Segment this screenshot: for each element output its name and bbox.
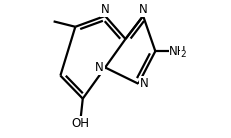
- Text: OH: OH: [71, 117, 89, 130]
- Text: N: N: [95, 61, 103, 74]
- Text: N: N: [139, 77, 148, 90]
- Text: N: N: [100, 3, 109, 16]
- Text: N: N: [138, 3, 147, 16]
- Text: 2: 2: [180, 50, 185, 59]
- Text: NH: NH: [168, 45, 185, 58]
